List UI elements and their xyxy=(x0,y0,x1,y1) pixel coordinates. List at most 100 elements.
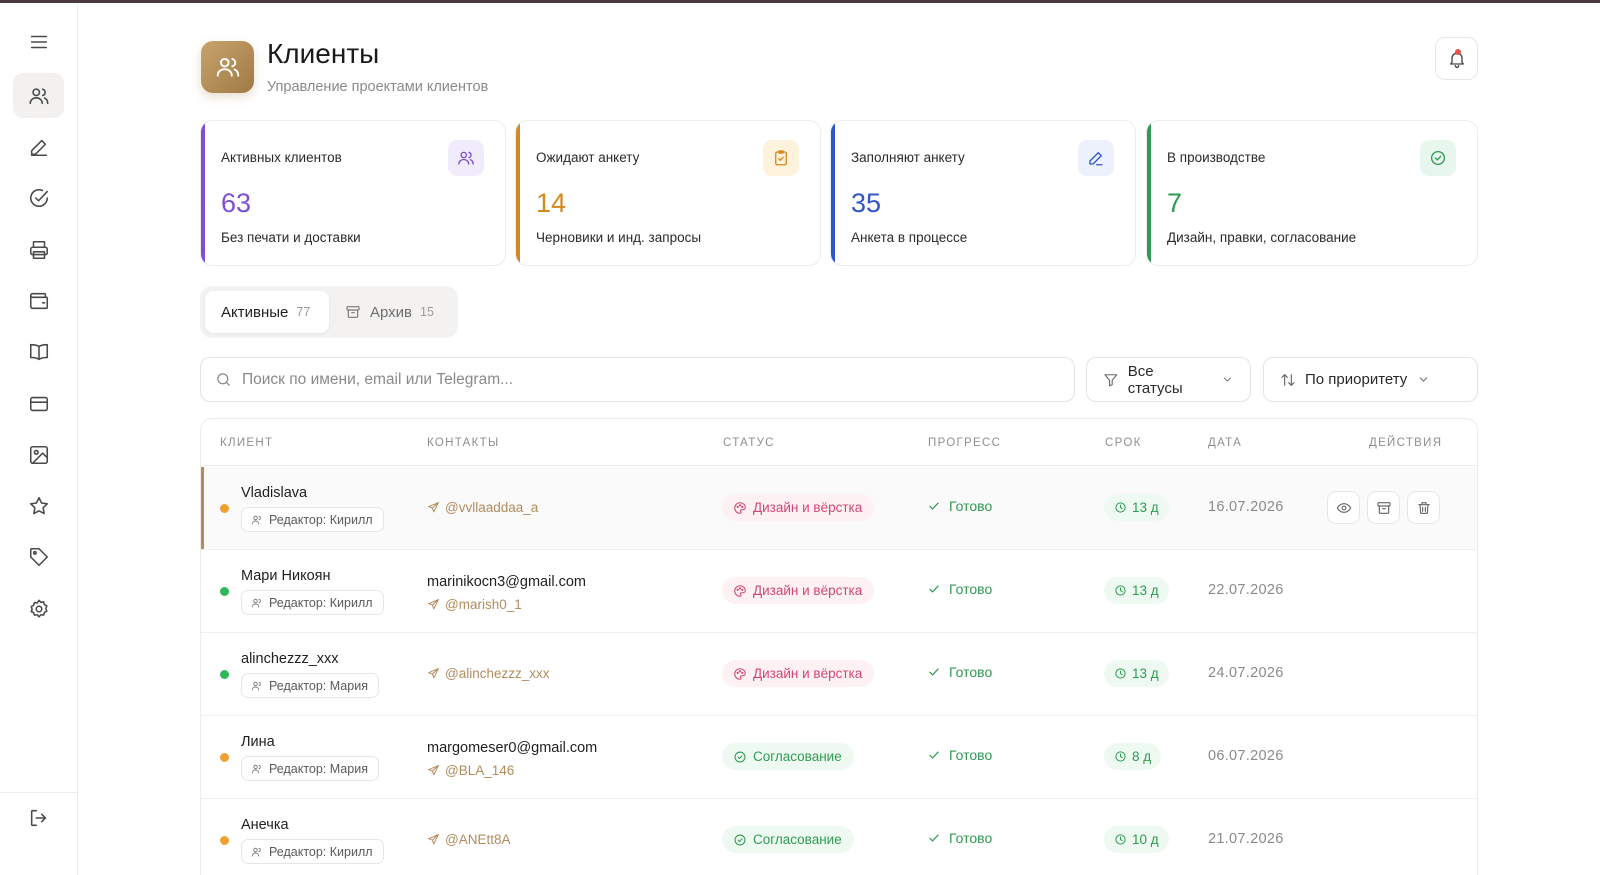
deadline-label: 13 д xyxy=(1132,583,1159,598)
editor-badge: Редактор: Кирилл xyxy=(241,590,384,615)
send-icon xyxy=(427,833,440,846)
deadline-badge: 13 д xyxy=(1104,660,1169,687)
status-label: Дизайн и вёрстка xyxy=(753,583,862,598)
stat-card-active-clients: Активных клиентов 63 Без печати и достав… xyxy=(200,120,506,266)
chevron-down-icon xyxy=(1221,373,1234,386)
table-row[interactable]: Vladislava Редактор: Кирилл @vvllaaddaa_… xyxy=(201,467,1477,550)
sidebar-item-edit[interactable] xyxy=(13,124,64,169)
sort-label: По приоритету xyxy=(1305,371,1407,388)
status-badge: Дизайн и вёрстка xyxy=(722,660,874,687)
clock-icon xyxy=(1114,833,1127,846)
telegram-link[interactable]: @alinchezzz_xxx xyxy=(427,666,550,681)
clock-icon xyxy=(1114,667,1127,680)
tab-active[interactable]: Активные 77 xyxy=(205,291,329,333)
archive-button[interactable] xyxy=(1367,491,1400,524)
editor-label: Редактор: Кирилл xyxy=(269,513,373,527)
row-date: 22.07.2026 xyxy=(1208,582,1284,598)
chevron-down-icon xyxy=(1417,373,1430,386)
telegram-handle: @vvllaaddaa_a xyxy=(445,500,538,515)
table-row[interactable]: Мари Никоян Редактор: Кирилл marinikocn3… xyxy=(201,550,1477,633)
deadline-label: 10 д xyxy=(1132,832,1159,847)
menu-icon[interactable] xyxy=(13,19,64,64)
card-accent xyxy=(831,121,835,265)
column-header-client: КЛИЕНТ xyxy=(220,437,273,449)
notification-dot xyxy=(1455,49,1461,55)
search-input[interactable] xyxy=(242,371,1042,389)
check-icon xyxy=(927,748,941,762)
status-filter-dropdown[interactable]: Все статусы xyxy=(1086,357,1251,402)
clock-icon xyxy=(1114,584,1127,597)
sidebar-item-payments[interactable] xyxy=(13,381,64,426)
tab-count: 15 xyxy=(420,305,434,319)
tag-icon xyxy=(28,546,50,568)
client-email[interactable]: margomeser0@gmail.com xyxy=(427,740,597,756)
clipboard-icon xyxy=(763,140,799,176)
users-icon xyxy=(251,846,263,858)
delete-button[interactable] xyxy=(1407,491,1440,524)
client-name: Мари Никоян xyxy=(241,568,331,584)
deadline-badge: 13 д xyxy=(1104,494,1169,521)
sidebar-item-tags[interactable] xyxy=(13,534,64,579)
users-icon xyxy=(251,514,263,526)
progress-label: Готово xyxy=(949,664,992,680)
table-row[interactable]: Анечка Редактор: Кирилл @ANEtt8A Согласо… xyxy=(201,799,1477,875)
users-icon xyxy=(28,85,50,107)
notifications-button[interactable] xyxy=(1435,37,1478,80)
check-circle-icon xyxy=(28,187,50,209)
editor-badge: Редактор: Мария xyxy=(241,673,379,698)
sidebar-item-favorites[interactable] xyxy=(13,483,64,528)
search-icon xyxy=(215,371,232,388)
editor-label: Редактор: Кирилл xyxy=(269,596,373,610)
column-header-deadline: СРОК xyxy=(1105,437,1142,449)
logout-button[interactable] xyxy=(13,795,64,840)
pen-icon xyxy=(28,136,50,158)
tab-label: Активные xyxy=(221,304,288,321)
client-email[interactable]: marinikocn3@gmail.com xyxy=(427,574,586,590)
column-header-contacts: КОНТАКТЫ xyxy=(427,437,499,449)
settings-icon xyxy=(28,598,50,620)
sidebar-item-wallet[interactable] xyxy=(13,278,64,323)
tab-label: Архив xyxy=(370,304,412,321)
sidebar-item-clients[interactable] xyxy=(13,73,64,118)
filter-icon xyxy=(1103,372,1119,388)
sidebar-item-gallery[interactable] xyxy=(13,432,64,477)
palette-icon xyxy=(733,501,747,515)
column-header-actions: ДЕЙСТВИЯ xyxy=(1369,437,1442,449)
tab-archive[interactable]: Архив 15 xyxy=(345,291,434,333)
eye-icon xyxy=(1336,500,1352,516)
telegram-link[interactable]: @vvllaaddaa_a xyxy=(427,500,538,515)
deadline-label: 13 д xyxy=(1132,500,1159,515)
status-dot xyxy=(220,670,229,679)
card-accent xyxy=(201,121,205,265)
trash-icon xyxy=(1416,500,1432,516)
archive-icon xyxy=(1376,500,1392,516)
sidebar-item-settings[interactable] xyxy=(13,586,64,631)
clock-icon xyxy=(1114,501,1127,514)
telegram-link[interactable]: @BLA_146 xyxy=(427,763,514,778)
search-box xyxy=(200,357,1075,402)
logout-icon xyxy=(28,807,50,829)
view-button[interactable] xyxy=(1327,491,1360,524)
status-dot xyxy=(220,504,229,513)
progress-status: Готово xyxy=(927,664,992,680)
image-icon xyxy=(28,444,50,466)
check-circle-icon xyxy=(1420,140,1456,176)
table-row[interactable]: Лина Редактор: Мария margomeser0@gmail.c… xyxy=(201,716,1477,799)
editor-label: Редактор: Мария xyxy=(269,762,368,776)
send-icon xyxy=(427,598,440,611)
progress-label: Готово xyxy=(949,498,992,514)
sidebar-item-tasks[interactable] xyxy=(13,175,64,220)
table-row[interactable]: alinchezzz_xxx Редактор: Мария @alinchez… xyxy=(201,633,1477,716)
row-date: 16.07.2026 xyxy=(1208,499,1284,515)
telegram-link[interactable]: @marish0_1 xyxy=(427,597,522,612)
check-icon xyxy=(927,665,941,679)
sidebar-item-print[interactable] xyxy=(13,227,64,272)
send-icon xyxy=(427,501,440,514)
status-dot xyxy=(220,836,229,845)
telegram-link[interactable]: @ANEtt8A xyxy=(427,832,510,847)
sort-dropdown[interactable]: По приоритету xyxy=(1263,357,1478,402)
editor-label: Редактор: Кирилл xyxy=(269,845,373,859)
printer-icon xyxy=(28,239,50,261)
check-circle-icon xyxy=(733,833,747,847)
sidebar-item-catalog[interactable] xyxy=(13,329,64,374)
